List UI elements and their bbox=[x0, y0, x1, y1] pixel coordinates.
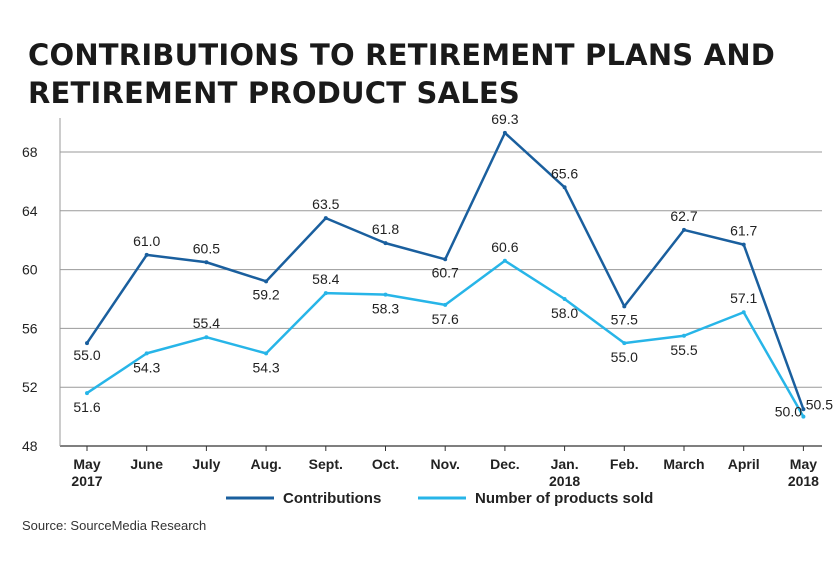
data-label: 55.4 bbox=[193, 315, 220, 331]
data-label: 69.3 bbox=[491, 111, 518, 127]
data-label: 50.0 bbox=[775, 404, 802, 420]
data-point bbox=[144, 351, 149, 356]
chart-title-line-1: CONTRIBUTIONS TO RETIREMENT PLANS AND bbox=[28, 38, 776, 72]
data-label: 55.0 bbox=[73, 347, 100, 363]
data-point bbox=[622, 341, 627, 346]
data-label: 58.0 bbox=[551, 305, 578, 321]
data-point bbox=[622, 304, 627, 309]
x-tick-label: Jan. 2018 bbox=[549, 456, 580, 489]
data-point bbox=[323, 216, 328, 221]
y-tick-label: 56 bbox=[22, 320, 38, 336]
data-label: 61.0 bbox=[133, 233, 160, 249]
x-tick-label: March bbox=[663, 456, 704, 472]
x-tick-label: Aug. bbox=[251, 456, 282, 472]
x-tick-label: Nov. bbox=[431, 456, 460, 472]
series-line-products-sold bbox=[85, 259, 805, 418]
x-tick-label: Feb. bbox=[610, 456, 639, 472]
x-tick-label: June bbox=[130, 456, 163, 472]
data-point bbox=[144, 252, 149, 257]
y-tick-label: 64 bbox=[22, 203, 38, 219]
data-point bbox=[562, 297, 567, 301]
data-label: 65.6 bbox=[551, 165, 578, 181]
data-label: 58.4 bbox=[312, 271, 339, 287]
data-point bbox=[741, 242, 746, 247]
x-tick-label: July bbox=[192, 456, 220, 472]
y-tick-label: 48 bbox=[22, 438, 38, 454]
data-label: 57.5 bbox=[611, 311, 638, 327]
chart-title: CONTRIBUTIONS TO RETIREMENT PLANS AND RE… bbox=[28, 36, 775, 112]
data-label: 61.7 bbox=[730, 223, 757, 239]
data-label: 50.5 bbox=[806, 396, 833, 412]
x-tick-label: Sept. bbox=[309, 456, 343, 472]
data-point bbox=[801, 407, 806, 412]
data-label: 57.1 bbox=[730, 290, 757, 306]
data-label: 61.8 bbox=[372, 221, 399, 237]
data-label: 60.6 bbox=[491, 239, 518, 255]
data-point bbox=[383, 292, 388, 297]
data-point bbox=[443, 302, 448, 307]
chart-title-line-2: RETIREMENT PRODUCT SALES bbox=[28, 76, 520, 110]
data-point bbox=[502, 258, 507, 263]
legend-label: Contributions bbox=[283, 490, 381, 507]
data-point bbox=[502, 130, 507, 135]
data-point bbox=[204, 260, 209, 265]
data-label: 54.3 bbox=[133, 359, 160, 375]
data-label: 63.5 bbox=[312, 196, 339, 212]
data-point bbox=[323, 291, 328, 296]
data-label: 60.7 bbox=[432, 264, 459, 280]
x-tick-label: May 2017 bbox=[71, 456, 102, 489]
x-tick-label: Oct. bbox=[372, 456, 399, 472]
data-label: 54.3 bbox=[252, 359, 279, 375]
data-point bbox=[85, 341, 89, 346]
y-tick-label: 52 bbox=[22, 379, 38, 395]
data-point bbox=[443, 257, 448, 262]
data-point bbox=[264, 279, 269, 284]
data-point bbox=[264, 351, 269, 356]
data-label: 62.7 bbox=[670, 208, 697, 224]
data-label: 60.5 bbox=[193, 240, 220, 256]
data-label: 58.3 bbox=[372, 301, 399, 317]
x-tick-label: May 2018 bbox=[788, 456, 819, 489]
data-point bbox=[383, 241, 388, 246]
x-tick-label: Dec. bbox=[490, 456, 520, 472]
data-label: 55.0 bbox=[611, 349, 638, 365]
y-tick-label: 68 bbox=[22, 144, 38, 160]
data-label: 59.2 bbox=[252, 286, 279, 302]
data-label: 51.6 bbox=[73, 399, 100, 415]
data-label: 55.5 bbox=[670, 342, 697, 358]
y-tick-label: 60 bbox=[22, 262, 38, 278]
source-note: Source: SourceMedia Research bbox=[22, 518, 207, 533]
x-tick-label: April bbox=[728, 456, 760, 472]
data-point bbox=[682, 333, 686, 338]
data-label: 57.6 bbox=[432, 311, 459, 327]
data-point bbox=[682, 227, 686, 232]
data-point bbox=[801, 414, 806, 419]
data-point bbox=[741, 310, 746, 315]
data-point bbox=[85, 391, 89, 396]
data-point bbox=[204, 335, 209, 340]
legend-label: Number of products sold bbox=[475, 490, 653, 507]
data-point bbox=[562, 185, 567, 190]
